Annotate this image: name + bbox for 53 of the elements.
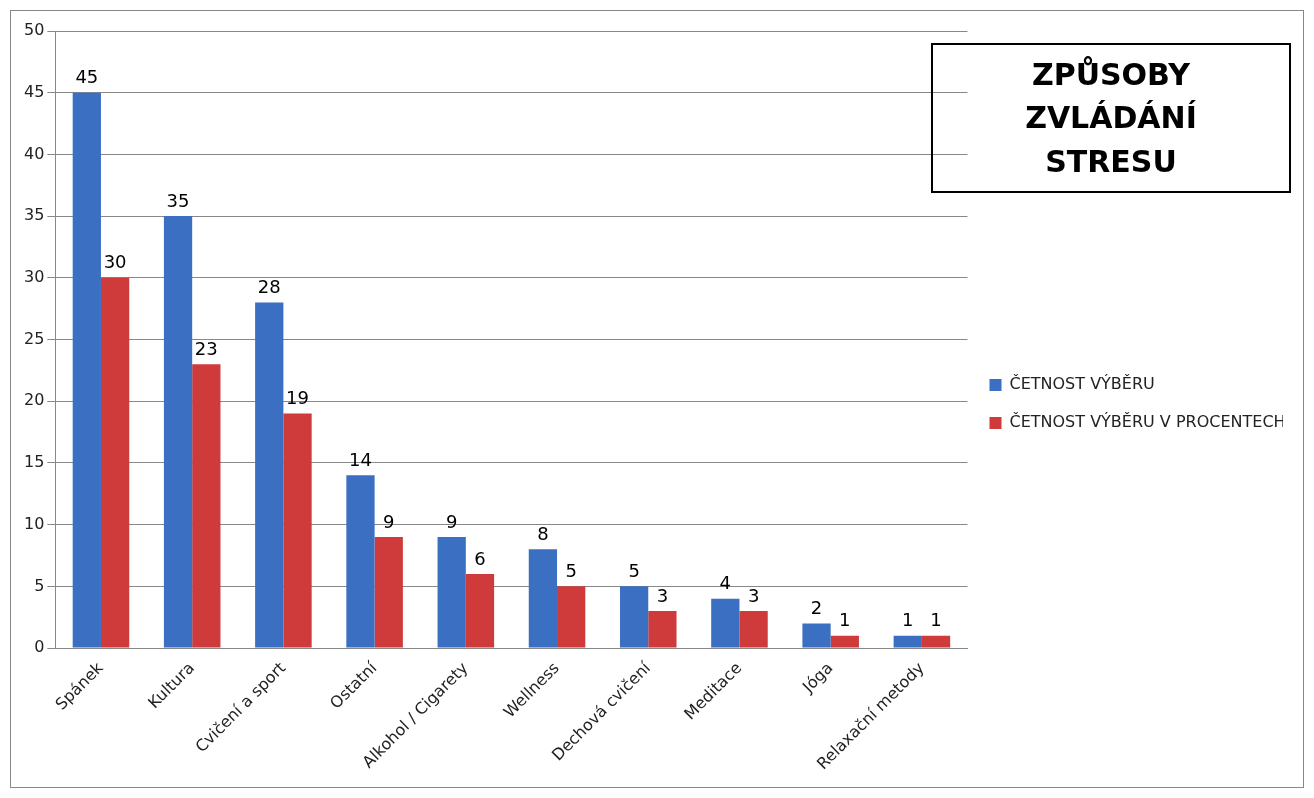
y-tick-label: 25 — [24, 328, 45, 348]
y-tick-label: 10 — [24, 513, 45, 533]
y-tick-label: 20 — [24, 390, 45, 410]
y-tick-label: 50 — [24, 20, 45, 40]
y-tick-label: 40 — [24, 143, 45, 163]
bar — [711, 598, 740, 648]
y-tick-label: 0 — [34, 637, 45, 657]
data-label: 8 — [537, 523, 549, 544]
data-label: 2 — [810, 597, 823, 619]
bar — [465, 574, 495, 648]
data-label: 5 — [565, 560, 577, 582]
bar — [437, 536, 466, 648]
data-label: 1 — [930, 609, 942, 631]
bar — [163, 216, 193, 648]
bar — [255, 302, 284, 648]
y-tick-label: 15 — [24, 452, 45, 472]
y-tick-label: 45 — [24, 81, 45, 101]
data-label: 4 — [719, 572, 732, 594]
data-label: 14 — [349, 448, 372, 470]
bar — [557, 586, 586, 648]
bar — [192, 364, 221, 648]
bar — [648, 611, 677, 648]
data-label: 19 — [286, 387, 309, 409]
data-label: 28 — [257, 276, 281, 298]
data-label: 1 — [839, 609, 851, 631]
y-tick-label: 35 — [24, 205, 45, 225]
data-label: 6 — [474, 547, 486, 569]
bar — [893, 635, 922, 648]
text: ZPŮSOBY ZVLÁDÁNÍ STRESU — [931, 43, 1291, 193]
data-label: 9 — [445, 510, 458, 532]
data-label: 3 — [656, 584, 669, 606]
data-label: 9 — [383, 510, 395, 532]
data-label: 35 — [166, 189, 190, 211]
y-tick-label: 30 — [24, 266, 45, 286]
data-label: 3 — [747, 584, 760, 606]
data-label: 30 — [103, 251, 127, 273]
bar — [283, 413, 312, 648]
data-label: 45 — [75, 66, 99, 88]
bar — [528, 549, 558, 648]
bar — [921, 635, 951, 648]
bar — [100, 277, 130, 648]
bar — [374, 536, 403, 648]
bar — [830, 635, 859, 648]
bar — [72, 92, 101, 648]
data-label: 5 — [628, 560, 640, 582]
bar — [739, 611, 768, 648]
data-label: 1 — [902, 609, 914, 631]
y-tick-label: 5 — [34, 575, 45, 595]
bar — [802, 623, 831, 648]
legend-label: ČETNOST VÝBĚRU — [1009, 374, 1155, 394]
data-label: 23 — [194, 337, 218, 359]
bar — [619, 586, 649, 648]
bar — [346, 475, 375, 648]
